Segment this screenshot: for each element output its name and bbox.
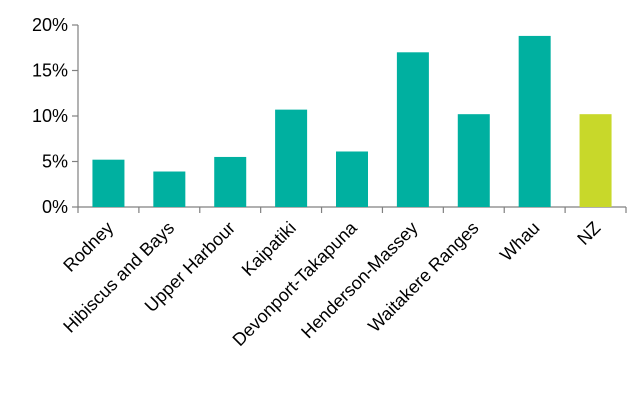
bar-kaipatiki [275,109,308,207]
x-tick-label: Henderson-Massey [297,218,422,343]
x-tick-label: Hibiscus and Bays [59,218,178,337]
bars [92,35,612,207]
x-tick-label: Waitakere Ranges [364,218,482,336]
y-tick-label: 20% [32,15,68,35]
bar-upper-harbour [214,156,247,207]
bar-whau [518,35,551,207]
y-axis: 0% 5% 10% 15% 20% [32,15,79,217]
y-tick-label: 0% [42,197,68,217]
bar-henderson-massey [396,52,429,207]
x-tick-label: Whau [496,218,543,265]
x-axis [77,206,627,213]
x-tick-label: NZ [573,218,604,249]
bar-waitakere-ranges [457,114,490,207]
x-tick-label: Rodney [59,218,117,276]
bar-hibiscus-and-bays [153,171,186,207]
bar-nz [579,114,612,207]
bar-rodney [92,159,125,207]
bar-devonport-takapuna [336,151,368,207]
x-tick-label: Kaipatiki [238,218,300,280]
y-tick-label: 15% [32,61,68,81]
y-tick-label: 5% [42,152,68,172]
y-tick-label: 10% [32,106,68,126]
